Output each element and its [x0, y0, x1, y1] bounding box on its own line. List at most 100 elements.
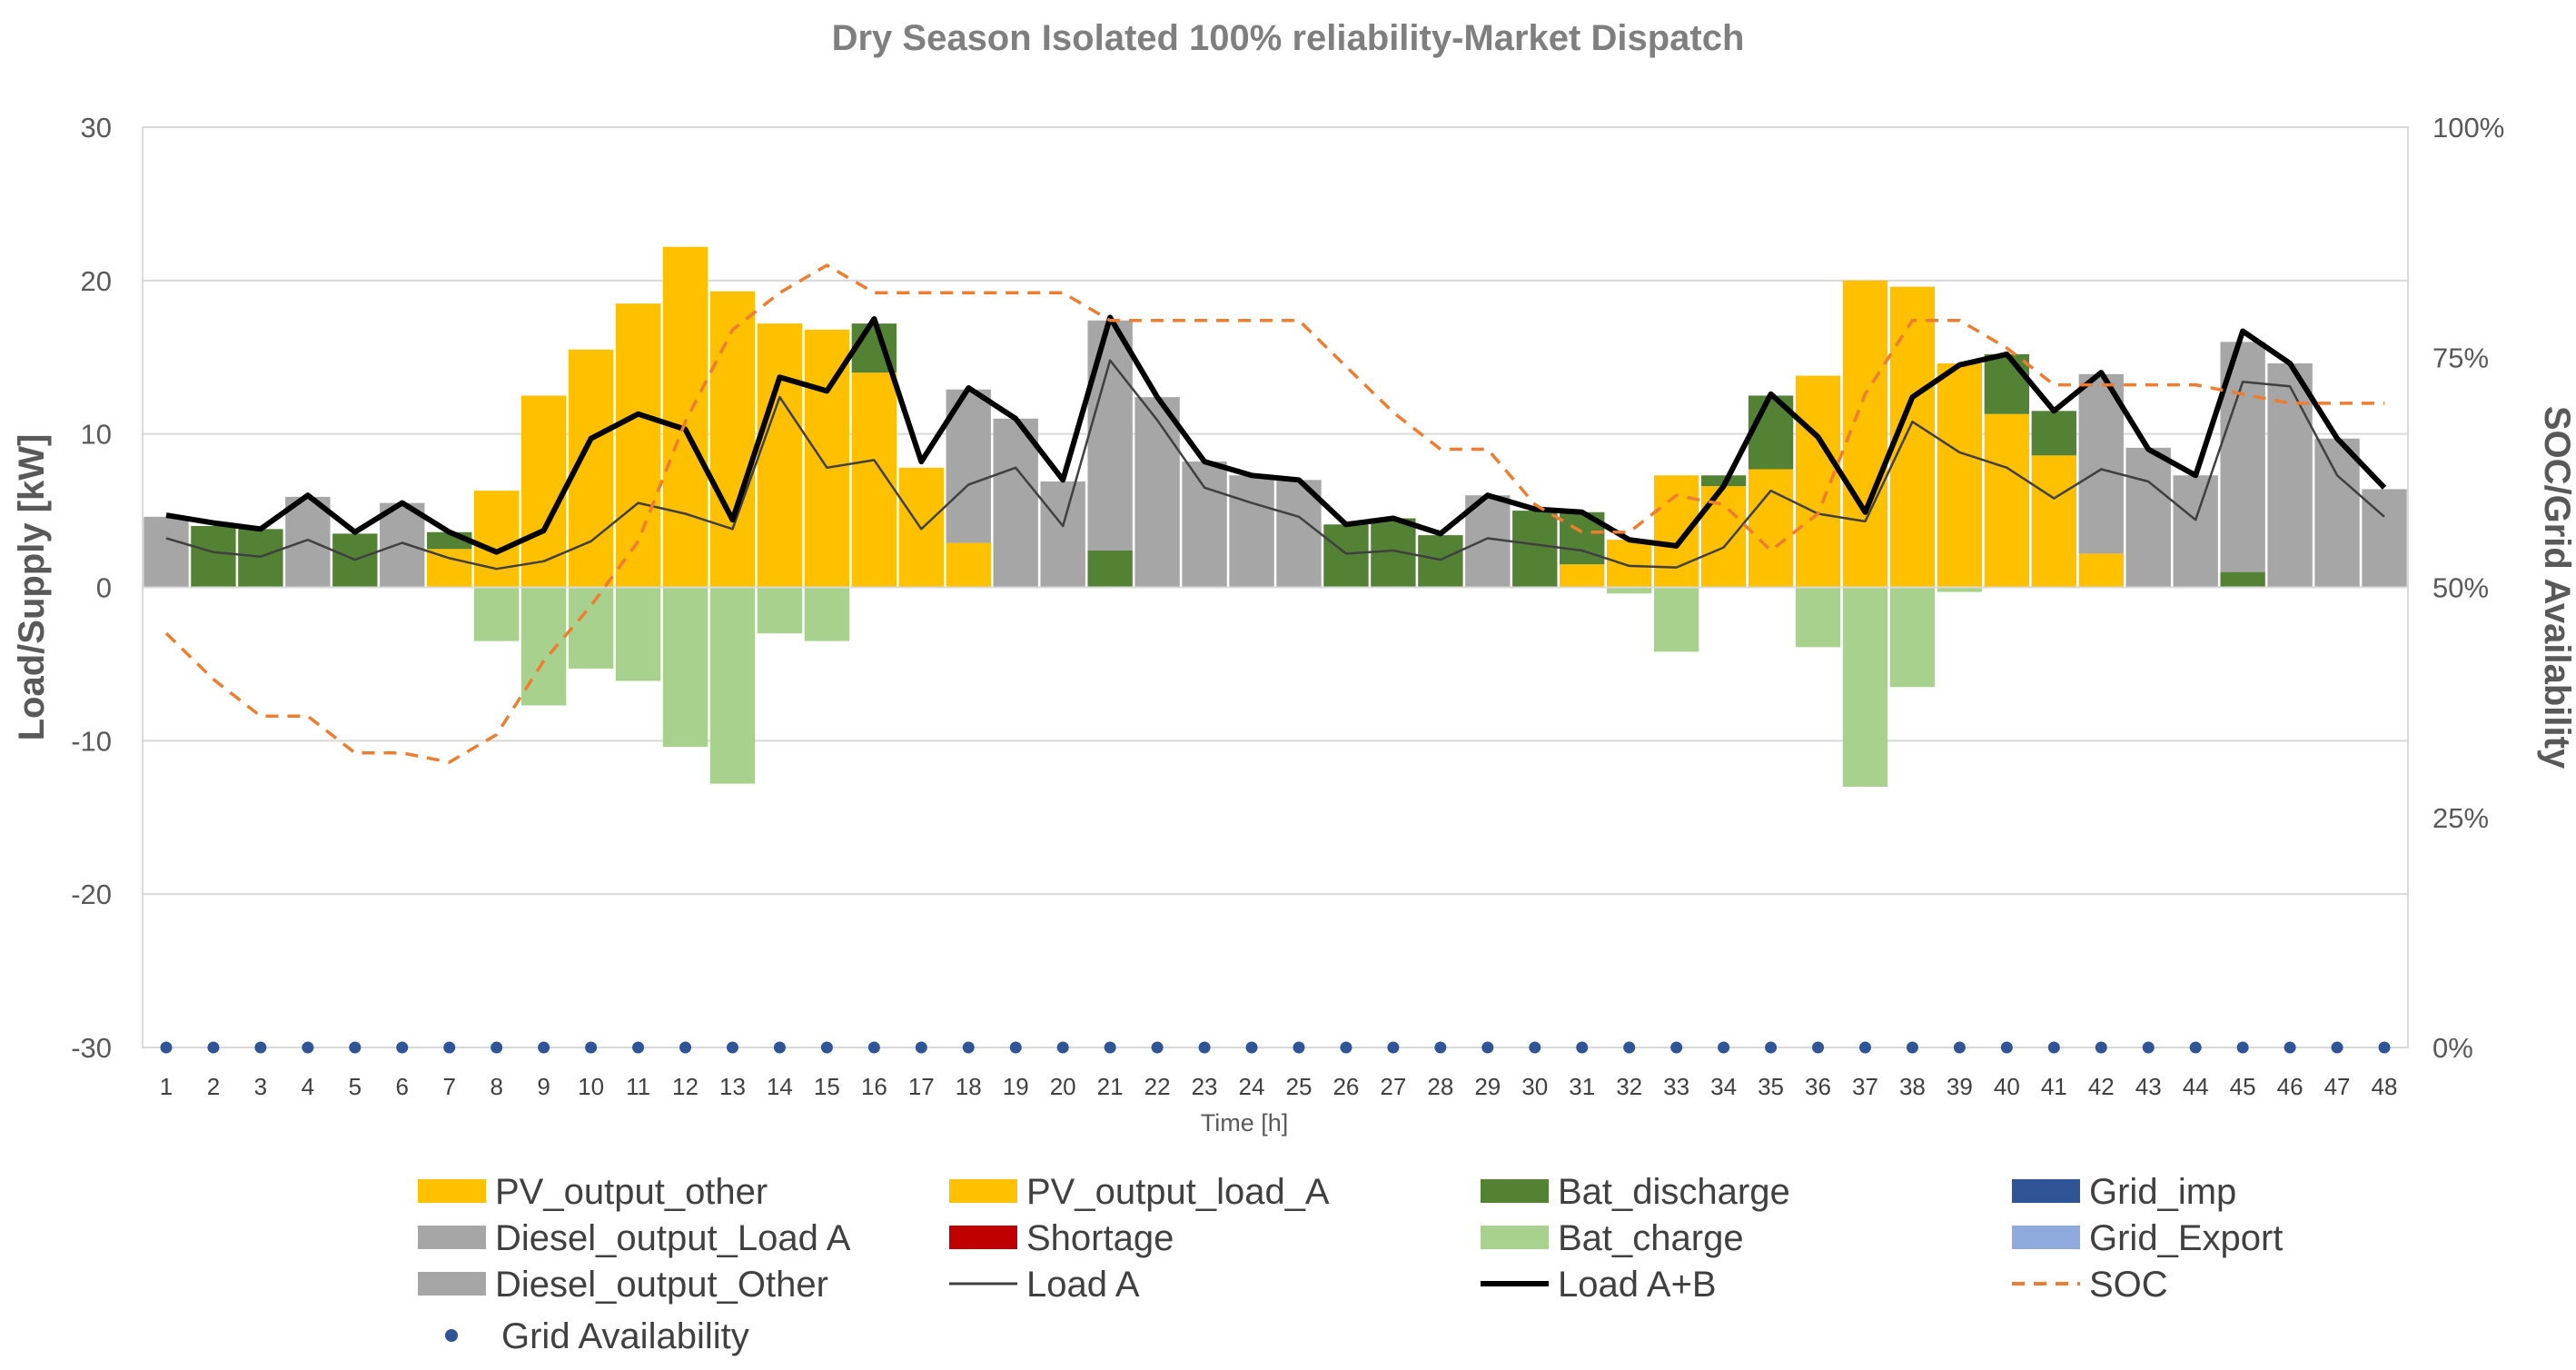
x-tick-label: 26 [1333, 1073, 1359, 1100]
grid-availability-point-19 [1009, 1041, 1022, 1054]
x-tick-label: 37 [1852, 1073, 1878, 1100]
line-load-a [165, 359, 2385, 571]
x-tick-label: 28 [1427, 1073, 1453, 1100]
bar-bat-charge-8 [474, 587, 520, 641]
bar-diesel-output-load-a-42 [2078, 373, 2124, 554]
y2-tick-label: 50% [2432, 572, 2489, 604]
bar-pv-output-load-a-40 [1984, 413, 2030, 588]
series-lines [164, 263, 2387, 764]
bar-bat-charge-38 [1889, 587, 1936, 688]
y2-tick-label: 0% [2432, 1032, 2473, 1064]
bar-pv-output-load-a-33 [1653, 475, 1699, 588]
x-tick-label: 45 [2230, 1073, 2256, 1100]
bar-pv-output-load-a-11 [615, 303, 661, 588]
bar-bat-charge-36 [1795, 587, 1841, 648]
bar-diesel-output-load-a-4 [285, 496, 331, 588]
bar-pv-output-load-a-14 [757, 323, 803, 588]
x-tick-label: 31 [1569, 1073, 1595, 1100]
grid-availability-dots [160, 1041, 2391, 1054]
grid-availability-point-31 [1576, 1041, 1589, 1054]
grid-availability-point-29 [1481, 1041, 1494, 1054]
legend: PV_output_other PV_output_load_A Bat_disch… [418, 1172, 2283, 1356]
y2-tick-label: 100% [2432, 112, 2504, 144]
grid-availability-point-16 [867, 1041, 880, 1054]
x-tick-label: 9 [537, 1073, 550, 1100]
bar-bat-charge-37 [1842, 587, 1888, 787]
legend-label: SOC [2089, 1265, 2168, 1305]
grid-availability-point-32 [1623, 1041, 1636, 1054]
bar-bat-charge-13 [709, 587, 756, 784]
x-tick-label: 34 [1710, 1073, 1737, 1100]
x-tick-label: 10 [578, 1073, 604, 1100]
x-tick-label: 47 [2324, 1073, 2351, 1100]
bar-diesel-output-load-a-1 [144, 516, 189, 588]
bar-bat-discharge-3 [238, 529, 283, 588]
legend-item-diesel-output-load-a: Diesel_output_Load A [418, 1218, 851, 1258]
grid-availability-point-37 [1858, 1041, 1871, 1054]
grid-availability-point-7 [443, 1041, 456, 1054]
y-tick-label: -30 [71, 1032, 112, 1064]
bar-bat-charge-15 [804, 587, 850, 641]
grid-availability-point-21 [1104, 1041, 1116, 1054]
grid-availability-point-1 [160, 1041, 173, 1054]
x-tick-label: 13 [719, 1073, 746, 1100]
x-tick-label: 46 [2277, 1073, 2304, 1100]
bar-pv-output-load-a-32 [1607, 540, 1652, 588]
x-tick-label: 38 [1899, 1073, 1926, 1100]
y-tick-label: 0 [96, 572, 112, 604]
bar-bat-discharge-21 [1087, 550, 1133, 588]
bar-bat-charge-14 [757, 587, 803, 634]
legend-item-soc: SOC [2012, 1265, 2168, 1305]
y-tick-label: -10 [71, 725, 112, 757]
x-tick-label: 25 [1286, 1073, 1313, 1100]
grid-availability-point-40 [2000, 1041, 2013, 1054]
legend-swatch [445, 1329, 458, 1342]
legend-item-grid-imp: Grid_imp [2012, 1172, 2236, 1212]
legend-swatch [2012, 1226, 2080, 1249]
bar-diesel-output-load-a-20 [1040, 481, 1085, 588]
legend-item-load-a: Load A [949, 1265, 1140, 1305]
bar-diesel-output-load-a-47 [2314, 438, 2360, 588]
legend-label: Load A [1026, 1265, 1140, 1305]
grid-availability-point-41 [2047, 1041, 2060, 1054]
legend-item-grid-availability: Grid Availability [445, 1316, 749, 1356]
bar-diesel-output-load-a-22 [1134, 397, 1180, 588]
legend-label: Diesel_output_Other [495, 1265, 828, 1305]
grid-availability-point-39 [1953, 1041, 1966, 1054]
legend-item-grid-export: Grid_Export [2012, 1218, 2283, 1258]
x-axis-label: Time [h] [1201, 1109, 1289, 1137]
x-tick-label: 44 [2183, 1073, 2209, 1100]
x-tick-label: 35 [1758, 1073, 1784, 1100]
bar-pv-output-load-a-18 [946, 542, 991, 588]
x-tick-label: 21 [1097, 1073, 1124, 1100]
legend-item-pv-output-other: PV_output_other [418, 1172, 768, 1212]
grid-availability-point-42 [2095, 1041, 2107, 1054]
bar-pv-output-load-a-35 [1748, 469, 1794, 588]
bar-diesel-output-load-a-23 [1182, 462, 1227, 588]
grid-availability-point-5 [349, 1041, 362, 1054]
bar-diesel-output-load-a-25 [1276, 480, 1322, 588]
grid-availability-point-14 [773, 1041, 786, 1054]
bar-pv-output-load-a-13 [709, 291, 756, 588]
grid-availability-point-3 [254, 1041, 267, 1054]
bar-bat-discharge-41 [2031, 411, 2076, 456]
legend-label: Grid_Export [2089, 1218, 2283, 1258]
x-tick-label: 11 [626, 1073, 650, 1100]
legend-item-shortage: Shortage [949, 1218, 1174, 1258]
x-tick-label: 8 [490, 1073, 502, 1100]
x-tick-label: 3 [254, 1073, 267, 1100]
grid-availability-point-47 [2331, 1041, 2343, 1054]
grid-availability-point-4 [302, 1041, 314, 1054]
bar-pv-output-load-a-36 [1795, 375, 1841, 588]
legend-label: PV_output_load_A [1026, 1172, 1330, 1212]
grid-availability-point-12 [679, 1041, 692, 1054]
grid-availability-point-6 [396, 1041, 409, 1054]
x-tick-label: 2 [207, 1073, 220, 1100]
y-tick-label: -20 [71, 879, 112, 910]
bar-bat-discharge-30 [1512, 511, 1558, 588]
grid-availability-point-43 [2142, 1041, 2155, 1054]
legend-item-bat-discharge: Bat_discharge [1481, 1172, 1790, 1212]
bar-diesel-output-load-a-19 [993, 418, 1038, 588]
legend-label: Grid_imp [2089, 1172, 2236, 1212]
